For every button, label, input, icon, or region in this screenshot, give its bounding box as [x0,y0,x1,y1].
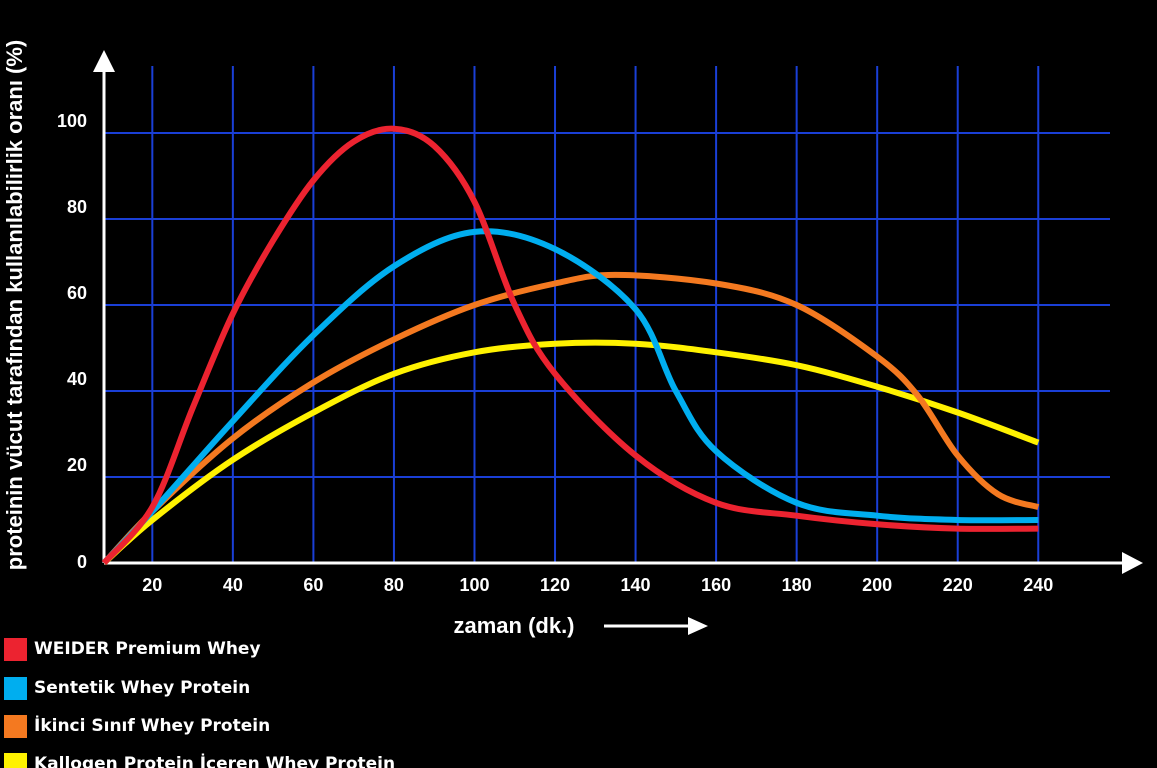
legend-label: İkinci Sınıf Whey Protein [34,716,271,736]
x-axis-arrow [1122,552,1143,574]
legend-label: Sentetik Whey Protein [34,678,251,698]
x-tick-label: 120 [540,575,570,595]
series-line-weider [101,125,1039,566]
y-tick-label: 100 [57,111,87,131]
x-tick-label: 200 [862,575,892,595]
x-tick-label: 220 [943,575,973,595]
legend-swatch [4,676,27,700]
x-axis-label: zaman (dk.) [453,613,574,638]
series-line-ikinci-sinif [101,271,1040,566]
x-tick-label: 60 [303,575,323,595]
y-tick-label: 80 [67,197,87,217]
legend-item: Kallogen Protein İçeren Whey Protein [4,751,395,768]
x-label-arrow-head [688,617,708,635]
x-tick-label: 240 [1023,575,1053,595]
x-tick-label: 80 [384,575,404,595]
x-tick-label: 160 [701,575,731,595]
y-tick-label: 40 [67,369,87,389]
y-tick-label: 60 [67,283,87,303]
series-lines [101,125,1040,566]
tick-labels: 20 40 60 80 100 120 140 160 180 200 220 240 0 20 40 60 8… [57,111,1053,595]
legend-swatch [4,714,27,738]
series-line-kallogen [102,339,1040,566]
x-tick-label: 100 [459,575,489,595]
y-axis-arrow [93,50,115,72]
x-tick-label: 180 [782,575,812,595]
x-tick-label: 40 [223,575,243,595]
legend-label: WEIDER Premium Whey [34,639,261,659]
y-axis-label: proteinin vücut tarafından kullanılabili… [2,40,27,571]
legend-item: WEIDER Premium Whey [4,636,261,662]
legend-label: Kallogen Protein İçeren Whey Protein [34,754,396,768]
grid [104,66,1110,563]
series-line-sentetik [101,228,1039,566]
y-tick-label: 20 [67,455,87,475]
axes [93,50,1143,635]
legend-swatch [4,752,27,768]
x-tick-label: 20 [142,575,162,595]
legend-swatch [4,637,27,661]
x-tick-label: 140 [621,575,651,595]
legend-item: Sentetik Whey Protein [4,675,250,701]
y-tick-label: 0 [77,552,87,572]
legend-item: İkinci Sınıf Whey Protein [4,713,270,739]
